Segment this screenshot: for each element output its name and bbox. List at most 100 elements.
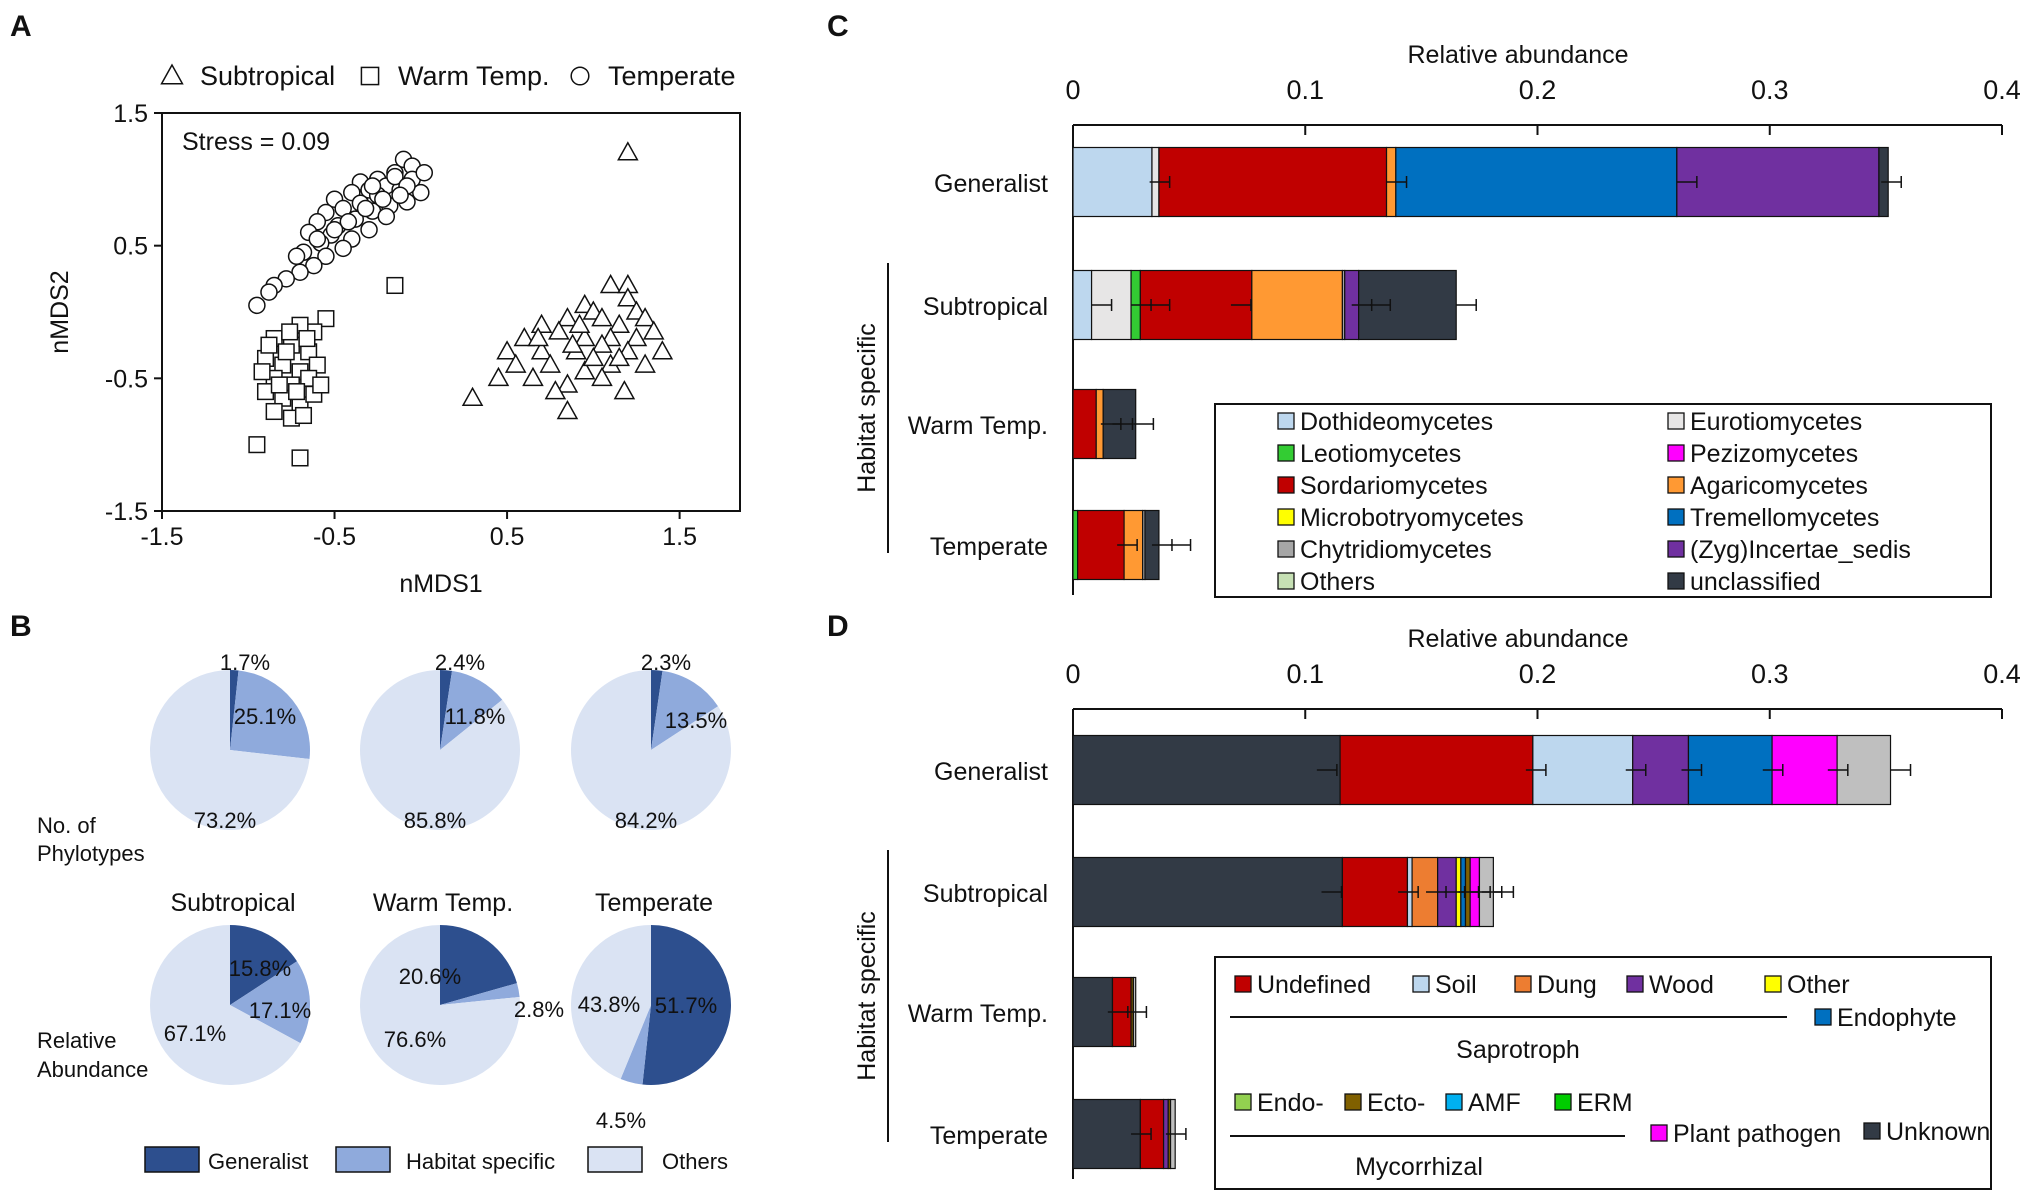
point-subtropical bbox=[561, 333, 584, 353]
pie-column-title-warm-temp: Warm Temp. bbox=[373, 889, 513, 917]
legend-label-subtropical: Subtropical bbox=[200, 61, 335, 91]
legend-label-others: Others bbox=[1300, 568, 1375, 596]
legend-label-undefined: Undefined bbox=[1257, 971, 1371, 999]
point-subtropical bbox=[522, 366, 544, 387]
x-tick-label: 0.4 bbox=[1983, 659, 2021, 689]
category-label-generalist: Generalist bbox=[934, 758, 1048, 786]
category-label-generalist: Generalist bbox=[934, 170, 1048, 198]
category-label-subtropical: Subtropical bbox=[923, 293, 1048, 321]
legend-swatch-chytridiomycetes bbox=[1277, 540, 1295, 558]
pie-column-title-subtropical: Subtropical bbox=[170, 889, 295, 917]
point-subtropical bbox=[556, 373, 579, 393]
point-subtropical bbox=[461, 386, 484, 406]
legend-swatch-habitat-specific bbox=[335, 1146, 391, 1173]
point-subtropical bbox=[496, 340, 518, 360]
point-temperate bbox=[325, 220, 344, 239]
legend-label-other: Other bbox=[1787, 971, 1850, 999]
point-subtropical bbox=[504, 353, 527, 373]
point-subtropical bbox=[608, 346, 631, 367]
bar-segment-zyg-incertae-sedis bbox=[1676, 146, 1880, 218]
point-subtropical bbox=[634, 307, 656, 327]
x-tick-label: 0.1 bbox=[1286, 659, 1324, 689]
bar-segment-undefined bbox=[1341, 856, 1409, 928]
legend-swatch-endophyte bbox=[1814, 1008, 1832, 1026]
y-tick-label: -0.5 bbox=[105, 365, 148, 393]
scatter-plot-frame bbox=[161, 112, 741, 512]
point-subtropical bbox=[634, 353, 656, 373]
legend-label-agaricomycetes: Agaricomycetes bbox=[1690, 472, 1868, 500]
legend-label-microbotryomycetes: Microbotryomycetes bbox=[1300, 504, 1524, 532]
legend-swatch-agaricomycetes bbox=[1667, 476, 1685, 494]
legend-swatch-others bbox=[1277, 572, 1295, 590]
pie-slice-habitat-specific bbox=[620, 1005, 651, 1085]
point-subtropical bbox=[527, 326, 549, 347]
point-temperate bbox=[317, 247, 335, 266]
pie-label: 15.8% bbox=[229, 956, 291, 981]
point-warm-temp bbox=[298, 329, 316, 348]
legend-label-temperate: Temperate bbox=[608, 61, 736, 91]
point-subtropical bbox=[608, 313, 631, 334]
legend-swatch-other bbox=[1764, 975, 1782, 993]
pie-slice-others bbox=[149, 925, 301, 1086]
stress-annotation: Stress = 0.09 bbox=[182, 128, 330, 156]
point-subtropical bbox=[539, 353, 561, 373]
bar-segment-tremellomycetes bbox=[1395, 146, 1678, 218]
pie-slice-habitat-specific bbox=[440, 983, 520, 1005]
legend-swatch-dung bbox=[1514, 975, 1532, 993]
point-warm-temp bbox=[312, 376, 330, 394]
legend-label-sordariomycetes: Sordariomycetes bbox=[1300, 472, 1488, 500]
legend-box bbox=[1214, 403, 1992, 598]
panel-label-c: C bbox=[827, 10, 849, 43]
pie-label: 11.8% bbox=[445, 704, 506, 729]
legend-label-chytridiomycetes: Chytridiomycetes bbox=[1300, 536, 1492, 564]
point-subtropical bbox=[591, 307, 613, 327]
point-subtropical bbox=[573, 360, 596, 380]
point-subtropical bbox=[530, 313, 553, 334]
x-tick-label: 1.5 bbox=[662, 523, 697, 551]
point-subtropical bbox=[613, 380, 636, 400]
x-tick-label: -0.5 bbox=[313, 523, 356, 551]
pie-slice-others bbox=[359, 670, 520, 830]
point-subtropical bbox=[530, 340, 553, 360]
point-subtropical bbox=[591, 366, 613, 387]
pie-slice-generalist bbox=[642, 925, 731, 1085]
point-subtropical bbox=[556, 399, 579, 420]
point-subtropical bbox=[617, 141, 639, 161]
legend-label-others: Others bbox=[662, 1149, 728, 1174]
pie-slice-habitat-specific bbox=[230, 961, 310, 1044]
legend-swatch-wood bbox=[1626, 975, 1644, 993]
x-tick-label: -1.5 bbox=[140, 523, 183, 551]
bar-segment-dothideomycetes bbox=[1072, 146, 1153, 218]
pie-slice-habitat-specific bbox=[651, 670, 719, 750]
pie-label: 67.1% bbox=[164, 1021, 226, 1046]
bar-segment-unknown bbox=[1072, 976, 1114, 1048]
legend-label-unknown: Unknown bbox=[1886, 1118, 1990, 1146]
point-subtropical bbox=[548, 320, 570, 340]
point-temperate bbox=[308, 230, 327, 248]
point-subtropical bbox=[513, 326, 536, 347]
legend-swatch-pezizomycetes bbox=[1667, 444, 1685, 462]
legend-label-habitat-specific: Habitat specific bbox=[406, 1149, 555, 1174]
legend-label-unclassified: unclassified bbox=[1690, 568, 1821, 596]
pie-label: 73.2% bbox=[194, 808, 256, 833]
point-temperate bbox=[305, 256, 323, 275]
legend-box bbox=[1214, 956, 1992, 1190]
legend-group-mycorrhizal: Mycorrhizal bbox=[1355, 1153, 1483, 1181]
point-temperate bbox=[386, 167, 404, 186]
legend-swatch-plant-pathogen bbox=[1650, 1124, 1668, 1142]
legend-label-dung: Dung bbox=[1537, 971, 1597, 999]
point-temperate bbox=[339, 213, 358, 231]
y-tick-label: 1.5 bbox=[113, 100, 148, 128]
bar-segment-unknown bbox=[1072, 734, 1341, 806]
legend-swatch-generalist bbox=[144, 1146, 200, 1173]
panel-label-b: B bbox=[10, 610, 32, 643]
legend-group-saprotroph: Saprotroph bbox=[1456, 1036, 1580, 1064]
bar-segment-undefined bbox=[1339, 734, 1534, 806]
legend-label-zyg-incertae-sedis: (Zyg)Incertae_sedis bbox=[1690, 536, 1911, 564]
legend-label-tremellomycetes: Tremellomycetes bbox=[1690, 504, 1879, 532]
bar-segment-dothideomycetes bbox=[1072, 269, 1093, 341]
point-temperate bbox=[415, 163, 434, 182]
y-axis-title: nMDS2 bbox=[46, 270, 74, 353]
x-tick-label: 0.2 bbox=[1519, 659, 1557, 689]
legend-swatch-dothideomycetes bbox=[1277, 412, 1295, 430]
